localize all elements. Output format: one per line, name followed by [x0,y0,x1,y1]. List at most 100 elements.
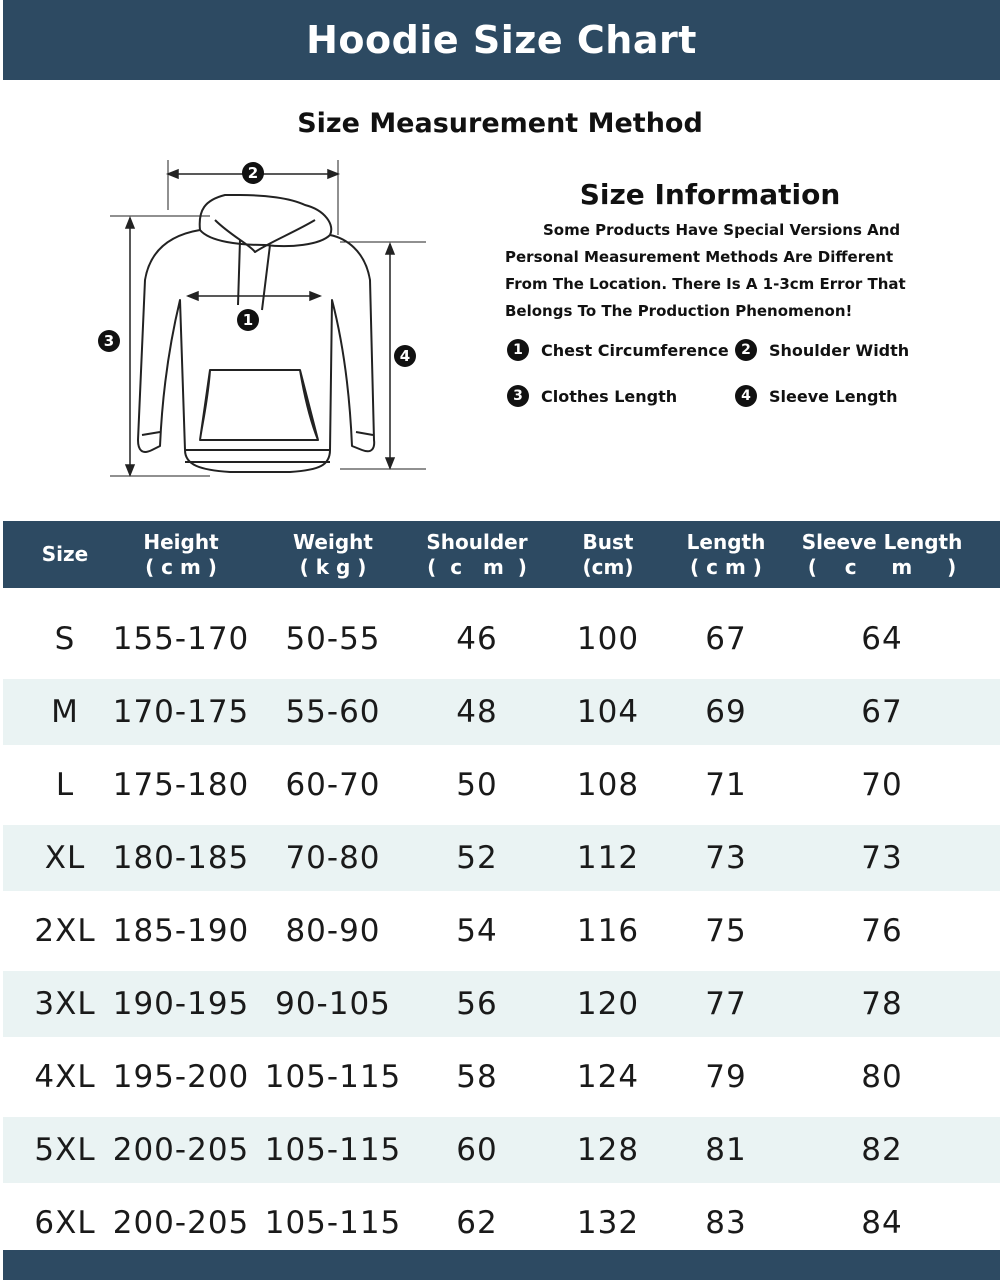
number-2-icon: 2 [735,339,757,361]
table-cell: 124 [576,1059,640,1095]
table-cell: 73 [705,840,747,876]
table-cell: 82 [861,1132,903,1168]
column-unit: ( c m ) [690,554,762,579]
table-cell: 116 [576,913,640,949]
page-title-bar: Hoodie Size Chart [3,0,1000,80]
table-cell: 67 [861,694,903,730]
size-information-text: Some Products Have Special Versions And … [505,221,906,320]
legend-item: 4 Sleeve Length [735,385,898,407]
measurement-method-title: Size Measurement Method [297,108,703,139]
column-unit: ( c m ) [427,554,527,579]
table-cell: 170-175 [112,694,250,730]
table-cell: 175-180 [112,767,250,803]
table-cell: 90-105 [275,986,391,1022]
column-header: Height( c m ) [143,521,218,588]
table-cell: 48 [456,694,498,730]
column-header: Sleeve Length( c m ) [802,521,963,588]
column-unit: ( c m ) [807,554,957,579]
table-cell: 132 [576,1205,640,1241]
table-cell: 76 [861,913,903,949]
table-cell: 77 [705,986,747,1022]
table-cell: 128 [576,1132,640,1168]
table-cell: 54 [456,913,498,949]
table-cell: 80 [861,1059,903,1095]
column-name: Size [41,542,89,566]
number-3-icon: 3 [507,385,529,407]
table-cell: 50-55 [285,621,381,657]
column-header: Bust (cm) [583,521,634,588]
table-cell: 71 [705,767,747,803]
table-cell: M [51,694,79,730]
table-cell: 2XL [34,913,96,949]
table-cell: 80-90 [285,913,381,949]
marker-1: 1 [243,311,253,329]
table-cell: 104 [576,694,640,730]
table-row: XL 180-185 70-80 52 112 73 73 [3,825,1000,891]
page-title: Hoodie Size Chart [306,18,697,62]
table-cell: 50 [456,767,498,803]
table-cell: 55-60 [285,694,381,730]
column-name: Weight [293,529,373,554]
table-row: 5XL 200-205 105-115 60 128 81 82 [3,1117,1000,1183]
table-cell: 84 [861,1205,903,1241]
table-cell: 5XL [34,1132,96,1168]
column-unit: ( k g ) [299,554,367,579]
table-cell: L [55,767,75,803]
table-cell: 105-115 [264,1205,402,1241]
size-table-header: Size Height( c m ) Weight( k g ) Shoulder( … [3,521,1000,588]
table-cell: 105-115 [264,1132,402,1168]
bottom-bar [3,1250,1000,1280]
table-cell: S [54,621,76,657]
column-name: Sleeve Length [801,529,963,554]
table-cell: 58 [456,1059,498,1095]
table-cell: 112 [576,840,640,876]
table-cell: 60 [456,1132,498,1168]
column-header: Size [42,521,88,588]
legend-item: 3 Clothes Length [507,385,677,407]
table-cell: 69 [705,694,747,730]
column-header: Shoulder( c m ) [426,521,527,588]
table-row: 4XL 195-200 105-115 58 124 79 80 [3,1044,1000,1110]
size-information: Size Information Some Products Have Spec… [505,178,915,325]
marker-3: 3 [104,332,114,350]
column-name: Height [143,529,219,554]
column-name: Bust [582,529,634,554]
table-cell: 70-80 [285,840,381,876]
table-cell: 100 [576,621,640,657]
table-cell: 56 [456,986,498,1022]
legend-item: 1 Chest Circumference [507,339,729,361]
table-cell: 64 [861,621,903,657]
table-cell: 185-190 [112,913,250,949]
table-cell: 81 [705,1132,747,1168]
table-cell: 52 [456,840,498,876]
table-cell: 46 [456,621,498,657]
table-row: 3XL 190-195 90-105 56 120 77 78 [3,971,1000,1037]
table-cell: 200-205 [112,1132,250,1168]
marker-2: 2 [248,164,258,182]
table-cell: 6XL [34,1205,96,1241]
table-cell: 180-185 [112,840,250,876]
table-cell: 120 [576,986,640,1022]
table-row: M 170-175 55-60 48 104 69 67 [3,679,1000,745]
table-cell: 3XL [34,986,96,1022]
legend-label: Shoulder Width [769,340,910,360]
column-unit: ( c m ) [145,554,217,579]
column-name: Length [686,529,766,554]
table-cell: 67 [705,621,747,657]
table-cell: 62 [456,1205,498,1241]
legend-label: Clothes Length [541,386,678,406]
table-cell: 83 [705,1205,747,1241]
hoodie-diagram: 2 1 3 4 [98,160,426,478]
table-cell: 4XL [34,1059,96,1095]
table-cell: 70 [861,767,903,803]
column-header: Weight( k g ) [293,521,373,588]
table-row: L 175-180 60-70 50 108 71 70 [3,752,1000,818]
column-name: Shoulder [426,529,528,554]
legend-label: Chest Circumference [541,340,729,360]
table-cell: 79 [705,1059,747,1095]
table-cell: 60-70 [285,767,381,803]
size-information-title: Size Information [579,178,841,211]
table-row: S 155-170 50-55 46 100 67 64 [3,606,1000,672]
table-cell: 190-195 [112,986,250,1022]
table-cell: XL [44,840,86,876]
